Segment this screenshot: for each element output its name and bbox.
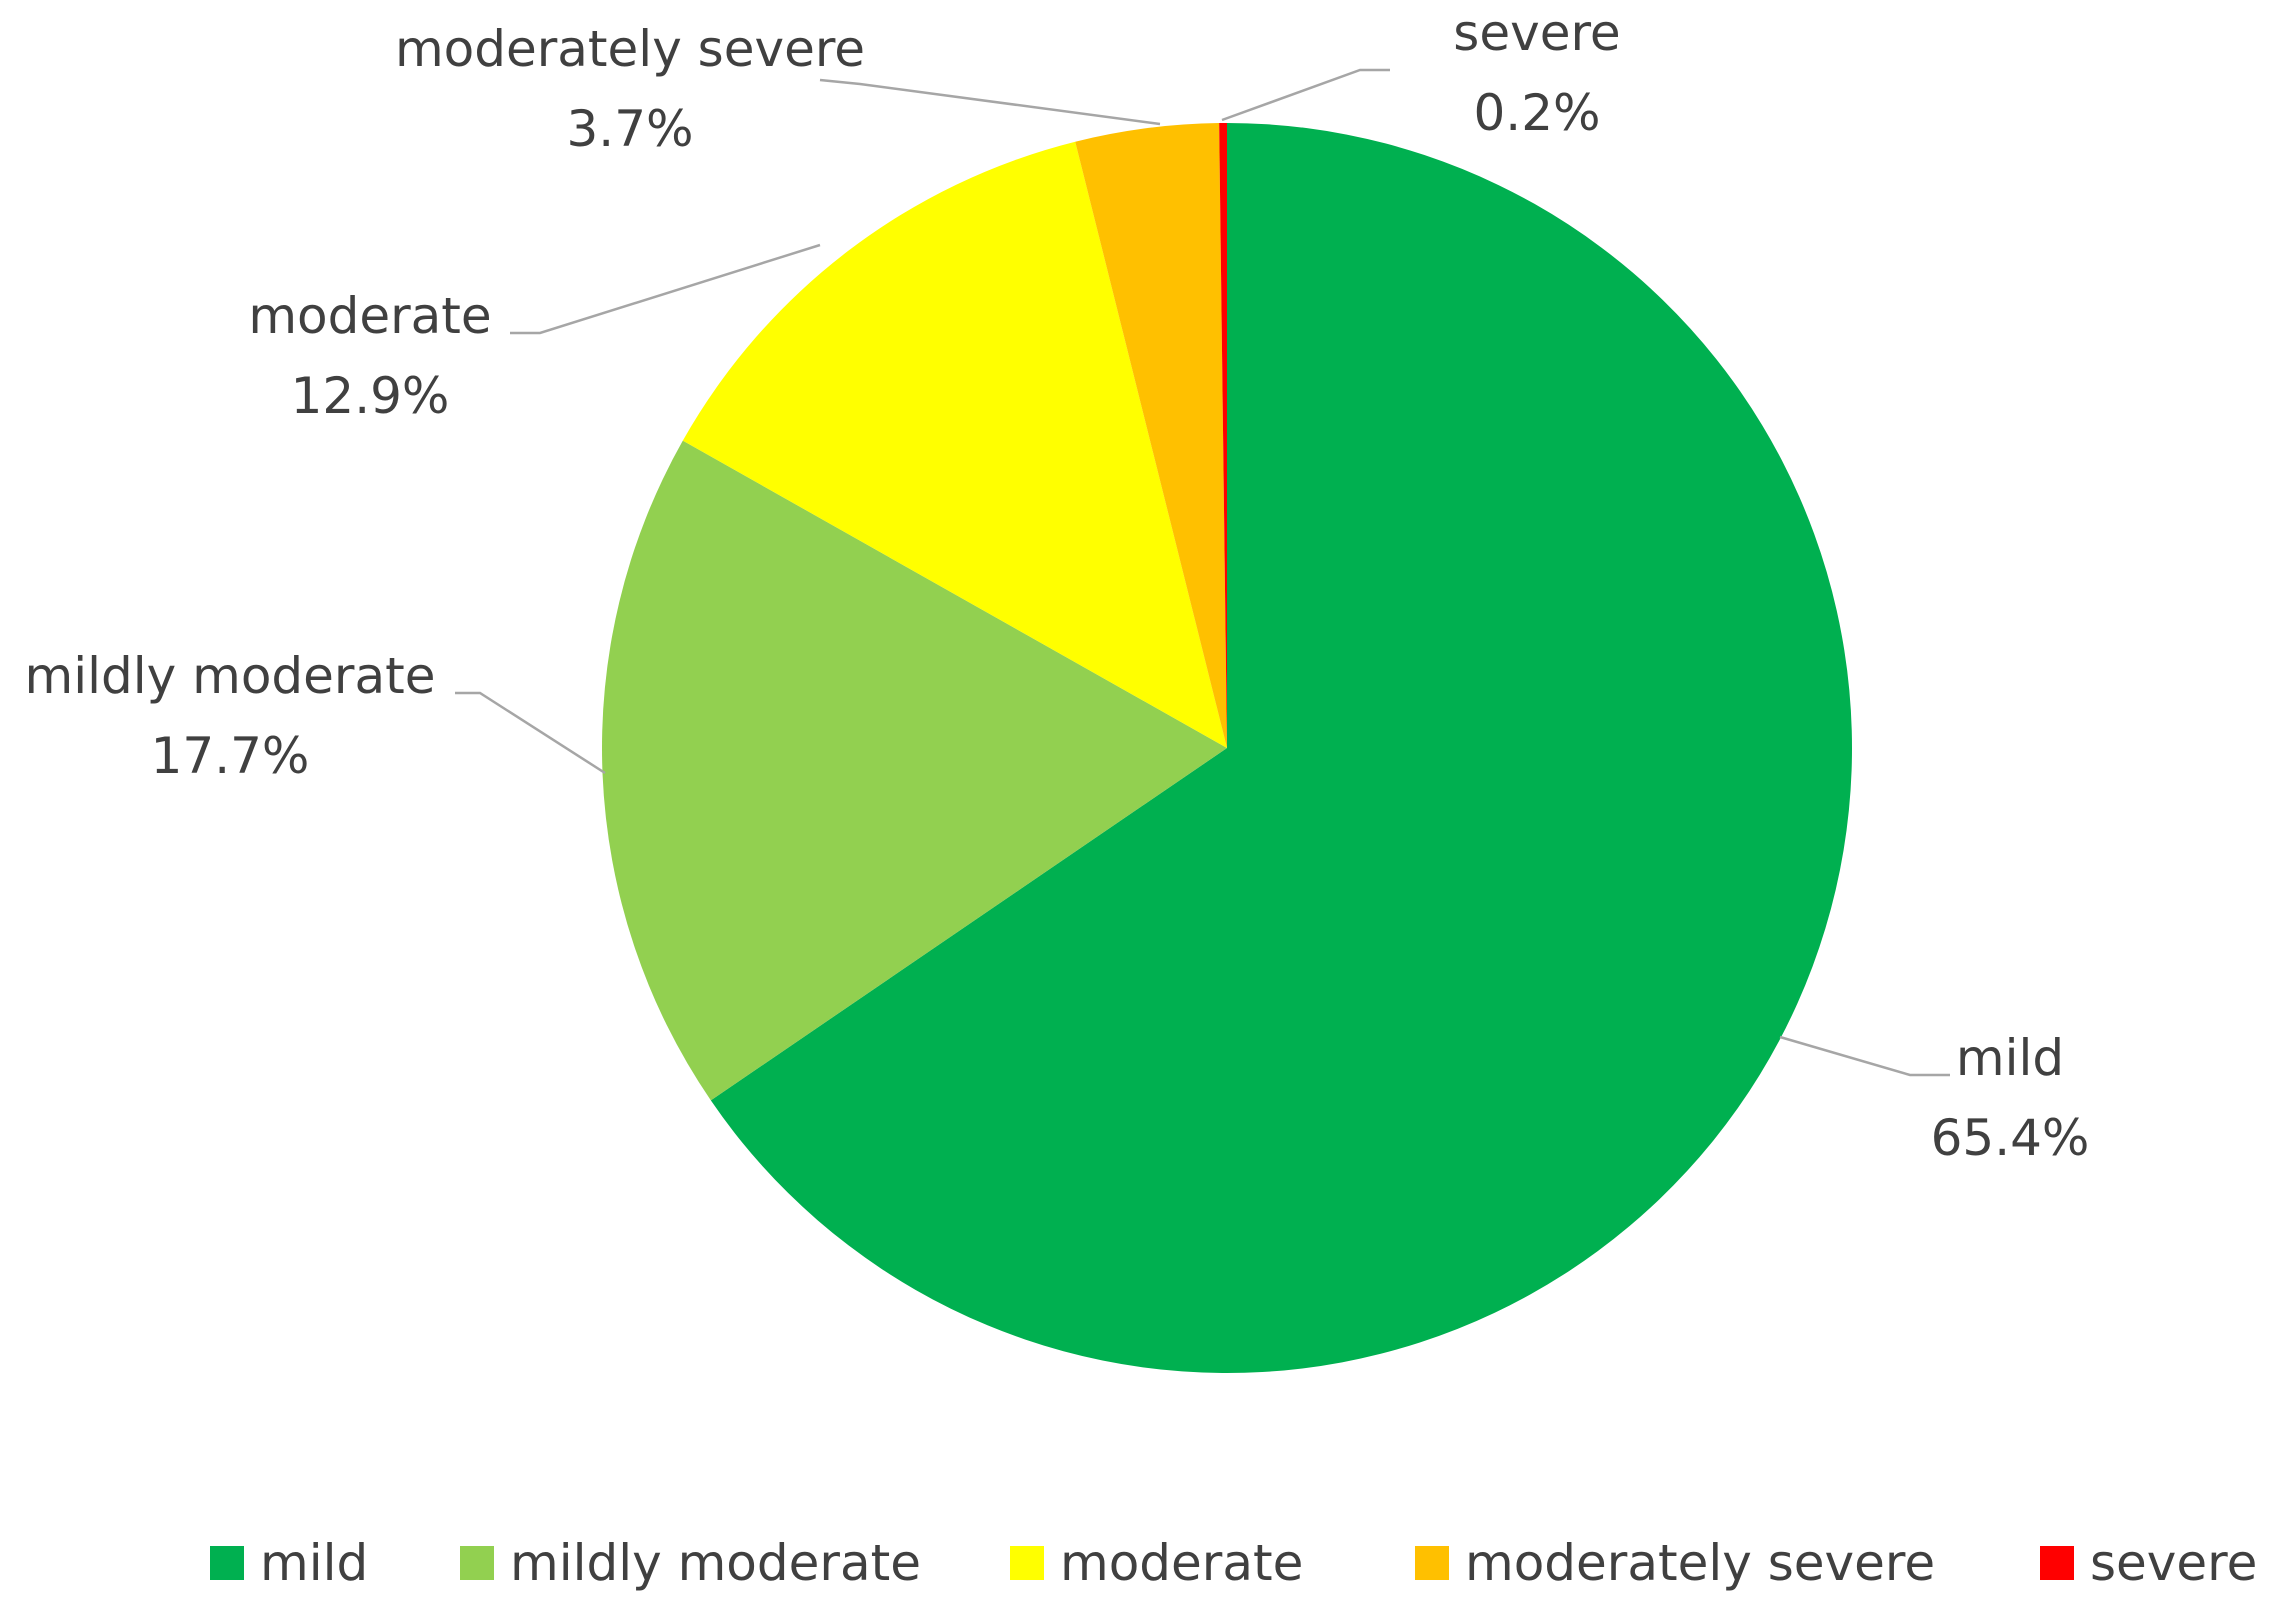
- leader-line-mild: [1779, 1035, 1950, 1077]
- legend-label-mild: mild: [260, 1534, 368, 1592]
- data-label-value-mild: 65.4%: [1931, 1109, 2090, 1167]
- data-label-value-moderate: 12.9%: [291, 367, 450, 425]
- pie-slices: [601, 123, 1853, 1373]
- pie-slice-severe: [1219, 123, 1227, 748]
- data-label-name-severe: severe: [1453, 4, 1620, 62]
- legend-swatch-mildly-moderate: [460, 1546, 494, 1580]
- legend-swatch-mild: [210, 1546, 244, 1580]
- data-label-name-mild: mild: [1956, 1029, 2064, 1087]
- data-label-value-severe: 0.2%: [1473, 84, 1600, 142]
- legend-swatch-moderate: [1010, 1546, 1044, 1580]
- pie-slice-moderate: [682, 141, 1227, 749]
- leader-line-severe: [1221, 68, 1390, 122]
- leader-lines: [455, 68, 1950, 1077]
- legend-swatch-severe: [2040, 1546, 2074, 1580]
- legend: mild mildly moderate moderate moderately se…: [210, 1534, 2257, 1592]
- data-label-value-moderately-severe: 3.7%: [566, 100, 693, 158]
- leader-line-mildly-moderate: [455, 691, 606, 775]
- data-label-name-moderate: moderate: [248, 287, 491, 345]
- data-label-name-moderately-severe: moderately severe: [395, 20, 865, 78]
- legend-label-severe: severe: [2090, 1534, 2257, 1592]
- data-label-value-mildly-moderate: 17.7%: [151, 727, 310, 785]
- pie-slice-mild: [710, 123, 1853, 1373]
- leader-line-moderate: [510, 243, 821, 335]
- legend-label-moderate: moderate: [1060, 1534, 1303, 1592]
- leader-line-moderately-severe: [819, 78, 1161, 126]
- data-label-name-mildly-moderate: mildly moderate: [25, 647, 436, 705]
- legend-swatch-moderately-severe: [1415, 1546, 1449, 1580]
- data-labels: mild 65.4% mildly moderate 17.7% moderate 12.…: [25, 4, 2090, 1167]
- pie-slice-mildly-moderate: [601, 440, 1227, 1101]
- legend-label-mildly-moderate: mildly moderate: [510, 1534, 921, 1592]
- legend-label-moderately-severe: moderately severe: [1465, 1534, 1935, 1592]
- pie-slice-moderately-severe: [1075, 123, 1227, 749]
